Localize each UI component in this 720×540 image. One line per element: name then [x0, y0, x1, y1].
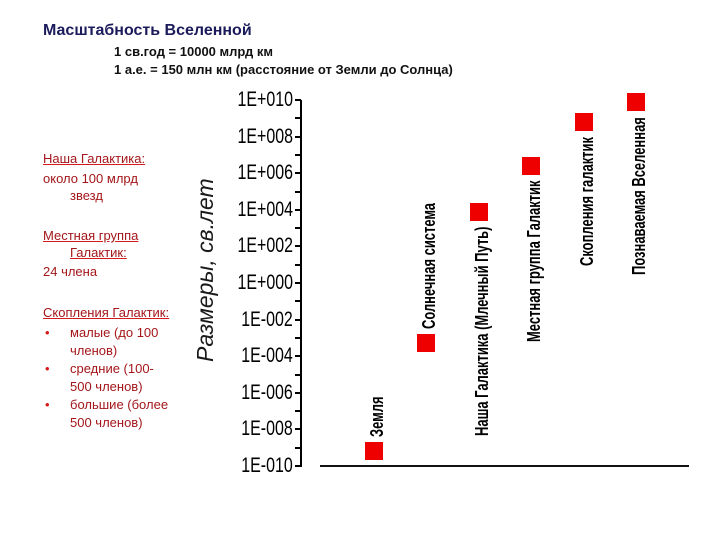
y-tick-label: 1E-008 — [241, 417, 293, 441]
y-minor-tick — [295, 373, 301, 376]
note-clusters-item: 500 членов) — [70, 379, 143, 394]
y-minor-tick — [295, 263, 301, 266]
data-point-label: Познаваемая Вселенная — [629, 116, 649, 275]
y-tick-label: 1E-004 — [241, 344, 293, 368]
y-tick-label: 1E+006 — [237, 161, 293, 185]
y-major-tick — [295, 391, 301, 394]
y-major-tick — [295, 465, 301, 467]
y-minor-tick — [295, 117, 301, 120]
y-tick-label: 1E+010 — [237, 88, 293, 111]
y-major-tick — [295, 208, 301, 211]
note-local-group-heading: Галактик: — [70, 245, 127, 260]
note-local-group-heading: Местная группа — [43, 228, 139, 243]
y-tick-label: 1E+004 — [237, 197, 293, 221]
data-point-label: Солнечная система — [419, 203, 440, 330]
y-major-tick — [295, 428, 301, 431]
note-local-group-text: 24 члена — [43, 264, 98, 279]
note-clusters-item: средние (100- — [70, 361, 154, 376]
bullet-icon: • — [45, 325, 50, 340]
y-axis-title: Размеры, св.лет — [192, 178, 218, 362]
y-axis-line — [300, 100, 302, 467]
y-major-tick — [295, 135, 301, 138]
y-minor-tick — [295, 227, 301, 230]
data-point-marker — [417, 334, 436, 353]
y-major-tick — [295, 318, 301, 321]
y-tick-label: 1E-002 — [241, 307, 293, 331]
data-point-marker — [574, 112, 593, 131]
note-galaxy-text: около 100 млрд — [43, 171, 138, 186]
y-tick-label: 1E-006 — [241, 380, 293, 404]
bullet-icon: • — [45, 397, 50, 412]
y-major-tick — [295, 99, 301, 101]
y-tick-label: 1E+002 — [237, 234, 293, 258]
y-minor-tick — [295, 153, 301, 156]
y-major-tick — [295, 282, 301, 284]
note-galaxy-heading: Наша Галактика: — [43, 151, 146, 166]
data-point-marker — [522, 156, 541, 175]
y-tick-label: 1E+000 — [237, 271, 293, 294]
note-clusters-item: членов) — [70, 343, 118, 358]
data-point-label: Местная группа Галактик — [524, 180, 545, 343]
y-minor-tick — [295, 300, 301, 303]
y-tick-label: 1E+008 — [237, 124, 293, 148]
y-major-tick — [295, 355, 301, 358]
data-point-label: Земля — [367, 396, 387, 438]
data-point-label: Наша Галактика (Млечный Путь) — [471, 226, 492, 437]
y-minor-tick — [295, 410, 301, 413]
y-minor-tick — [295, 190, 301, 193]
note-clusters-item: большие (более — [70, 397, 169, 412]
subtitle-light-year: 1 св.год = 10000 млрд км — [114, 44, 273, 59]
note-clusters-item: 500 членов) — [70, 415, 143, 430]
note-clusters-item: малые (до 100 — [70, 325, 159, 340]
page-title: Масштабность Вселенной — [43, 22, 252, 39]
y-minor-tick — [295, 336, 301, 339]
y-major-tick — [295, 245, 301, 248]
x-axis-line — [320, 465, 689, 467]
data-point-marker — [365, 442, 383, 461]
y-tick-label: 1E-010 — [241, 454, 293, 477]
y-minor-tick — [295, 446, 301, 449]
bullet-icon: • — [45, 361, 50, 376]
data-point-label: Скопления галактик — [576, 136, 597, 266]
y-major-tick — [295, 172, 301, 175]
data-point-marker — [469, 202, 488, 221]
subtitle-astronomical-unit: 1 а.е. = 150 млн км (расстояние от Земли… — [114, 62, 453, 77]
note-galaxy-text: звезд — [70, 188, 103, 203]
data-point-marker — [627, 92, 645, 111]
note-clusters-heading: Скопления Галактик: — [43, 305, 170, 320]
